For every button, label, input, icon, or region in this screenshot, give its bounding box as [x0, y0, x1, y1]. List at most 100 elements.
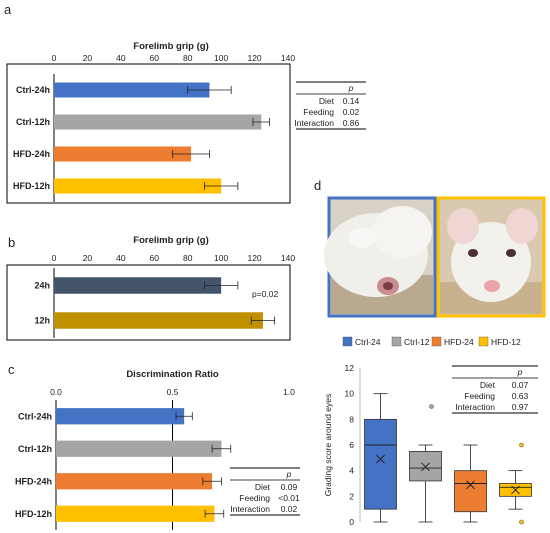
legend-label: Ctrl-24: [355, 337, 381, 347]
table-row-value: <0.01: [278, 493, 300, 503]
legend-swatch: [391, 336, 402, 347]
category-label: 12h: [34, 316, 50, 326]
y-tick-label: 4: [349, 466, 354, 476]
category-label: 24h: [34, 281, 50, 291]
panel-label-c: c: [8, 362, 15, 377]
bar: [54, 277, 222, 294]
x-tick-label: 60: [150, 253, 160, 263]
panel-c-chart: Discrimination Ratio 0.0 0.5 1.0 Ctrl-24h Ctr…: [15, 369, 300, 530]
table-header: p: [286, 469, 292, 479]
legend-label: HFD-12: [491, 337, 521, 347]
table-row-label: Interaction: [230, 504, 270, 514]
category-label: Ctrl-24h: [16, 85, 50, 95]
table-row-label: Feeding: [464, 391, 495, 401]
panel-a-chart: Forelimb grip (g) 0 20 40 60 80 100 120 140 Ctrl-…: [13, 41, 366, 202]
x-tick-label: 100: [214, 253, 228, 263]
y-tick-label: 12: [345, 363, 355, 373]
legend-swatch: [478, 336, 489, 347]
x-tick-label: 0.5: [167, 387, 179, 397]
table-header: p: [348, 83, 354, 93]
table-row-value: 0.07: [512, 380, 529, 390]
y-tick-label: 0: [349, 517, 354, 527]
chart-title: Forelimb grip (g): [133, 235, 208, 246]
table-row-label: Interaction: [455, 402, 495, 412]
mean-marker: [466, 480, 475, 490]
category-label: Ctrl-12h: [16, 117, 50, 127]
chart-title: Forelimb grip (g): [133, 41, 208, 52]
x-tick-label: 0.0: [50, 387, 62, 397]
table-row-label: Interaction: [294, 118, 334, 128]
y-tick-label: 2: [349, 491, 354, 501]
legend-label: Ctrl-12: [404, 337, 430, 347]
bar: [56, 408, 185, 425]
table-row-label: Feeding: [239, 493, 270, 503]
x-tick-label: 140: [281, 53, 295, 63]
mean-marker: [376, 454, 385, 464]
x-tick-label: 20: [83, 53, 93, 63]
bar: [54, 312, 263, 329]
legend-swatch: [342, 336, 353, 347]
legend-swatch: [431, 336, 442, 347]
table-row-label: Diet: [480, 380, 496, 390]
x-tick-label: 40: [116, 253, 126, 263]
x-tick-label: 140: [281, 253, 295, 263]
x-tick-label: 1.0: [283, 387, 295, 397]
x-tick-label: 40: [116, 53, 126, 63]
category-label: Ctrl-12h: [18, 444, 52, 454]
x-tick-label: 80: [183, 53, 193, 63]
panel-label-d: d: [314, 178, 321, 193]
p-value-annotation: p=0.02: [252, 289, 279, 299]
category-label: HFD-24h: [15, 476, 52, 486]
x-tick-label: 120: [247, 53, 261, 63]
bar: [54, 146, 192, 162]
mouse-photo-right: [436, 196, 546, 318]
table-header: p: [517, 367, 523, 377]
y-tick-label: 8: [349, 414, 354, 424]
panel-b-frame: [6, 264, 291, 341]
chart-title: Discrimination Ratio: [126, 369, 219, 380]
table-row-value: 0.86: [343, 118, 360, 128]
table-row-value: 0.02: [343, 107, 360, 117]
box: [454, 470, 487, 513]
x-tick-label: 80: [183, 253, 193, 263]
table-row-label: Feeding: [303, 107, 334, 117]
outlier-point: [519, 442, 524, 448]
y-tick-label: 6: [349, 440, 354, 450]
panel-d-chart: 0 2 4 6 8 10 12 Grading score around eyes Ctrl-2…: [323, 336, 538, 527]
category-label: HFD-24h: [13, 149, 50, 159]
outlier-point: [519, 519, 524, 525]
mouse-photo-left: [324, 196, 437, 318]
x-tick-label: 100: [214, 53, 228, 63]
table-row-value: 0.02: [281, 504, 298, 514]
x-tick-label: 0: [52, 253, 57, 263]
mean-marker: [511, 485, 520, 495]
y-tick-label: 10: [345, 389, 355, 399]
panel-label-a: a: [4, 2, 12, 17]
category-label: HFD-12h: [13, 181, 50, 191]
box: [364, 418, 397, 510]
bar: [56, 473, 213, 490]
bar: [56, 440, 222, 457]
category-label: HFD-12h: [15, 509, 52, 519]
y-axis-label: Grading score around eyes: [323, 394, 333, 497]
bar: [56, 505, 215, 522]
bar: [54, 82, 210, 98]
panel-b-chart: Forelimb grip (g) 0 20 40 60 80 100 120 140 24h 12…: [34, 235, 295, 338]
table-row-value: 0.63: [512, 391, 529, 401]
legend-label: HFD-24: [444, 337, 474, 347]
table-row-value: 0.14: [343, 96, 360, 106]
bar: [54, 114, 262, 130]
table-row-label: Diet: [255, 482, 271, 492]
panel-label-b: b: [8, 235, 15, 250]
x-tick-label: 120: [247, 253, 261, 263]
category-label: Ctrl-24h: [18, 411, 52, 421]
panel-a-frame: [6, 63, 291, 204]
table-row-label: Diet: [319, 96, 335, 106]
x-tick-label: 60: [150, 53, 160, 63]
x-tick-label: 20: [83, 253, 93, 263]
table-row-value: 0.09: [281, 482, 298, 492]
bar: [54, 178, 222, 194]
table-row-value: 0.97: [512, 402, 529, 412]
x-tick-label: 0: [52, 53, 57, 63]
